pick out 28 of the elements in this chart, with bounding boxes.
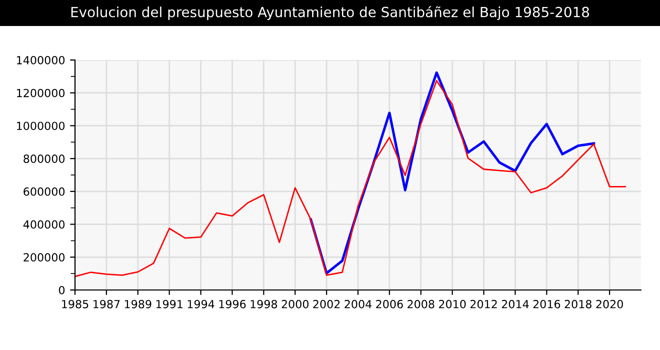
x-tick-label: 1994	[188, 300, 214, 308]
y-tick-label: 0	[58, 286, 65, 294]
x-tick-label: 1991	[156, 300, 182, 308]
x-tick-label: 1985	[62, 300, 88, 308]
x-tick-label: 2020	[596, 300, 623, 308]
chart-title: Evolucion del presupuesto Ayuntamiento de Santibáñez el Bajo 1985-2018	[71, 6, 590, 20]
x-tick-label: 2002	[313, 300, 340, 308]
x-tick-label: 2008	[408, 300, 434, 308]
y-tick-label: 1000000	[17, 122, 65, 130]
line-series	[75, 80, 626, 278]
x-tick-label: 1998	[250, 300, 278, 308]
y-tick-label: 400000	[23, 220, 65, 229]
x-tick-label: 2010	[439, 300, 466, 308]
x-tick-label: 2012	[470, 300, 497, 308]
x-tick-label: 2018	[564, 300, 592, 308]
y-tick-label: 1400000	[17, 56, 65, 64]
y-tick-label: 600000	[24, 187, 65, 196]
x-tick-label: 2004	[344, 300, 372, 308]
x-tick-label: 2006	[376, 300, 403, 308]
x-tick-label: 2014	[502, 300, 529, 308]
y-tick-label: 1200000	[17, 88, 65, 98]
x-tick-label: 1989	[124, 300, 152, 308]
y-tick-label: 200000	[24, 253, 65, 262]
x-tick-label: 2016	[533, 300, 560, 308]
x-tick-label: 2000	[282, 300, 309, 308]
x-tick-label: 1996	[219, 300, 246, 308]
x-tick-label: 1987	[94, 300, 120, 308]
y-tick-label: 800000	[24, 154, 65, 163]
